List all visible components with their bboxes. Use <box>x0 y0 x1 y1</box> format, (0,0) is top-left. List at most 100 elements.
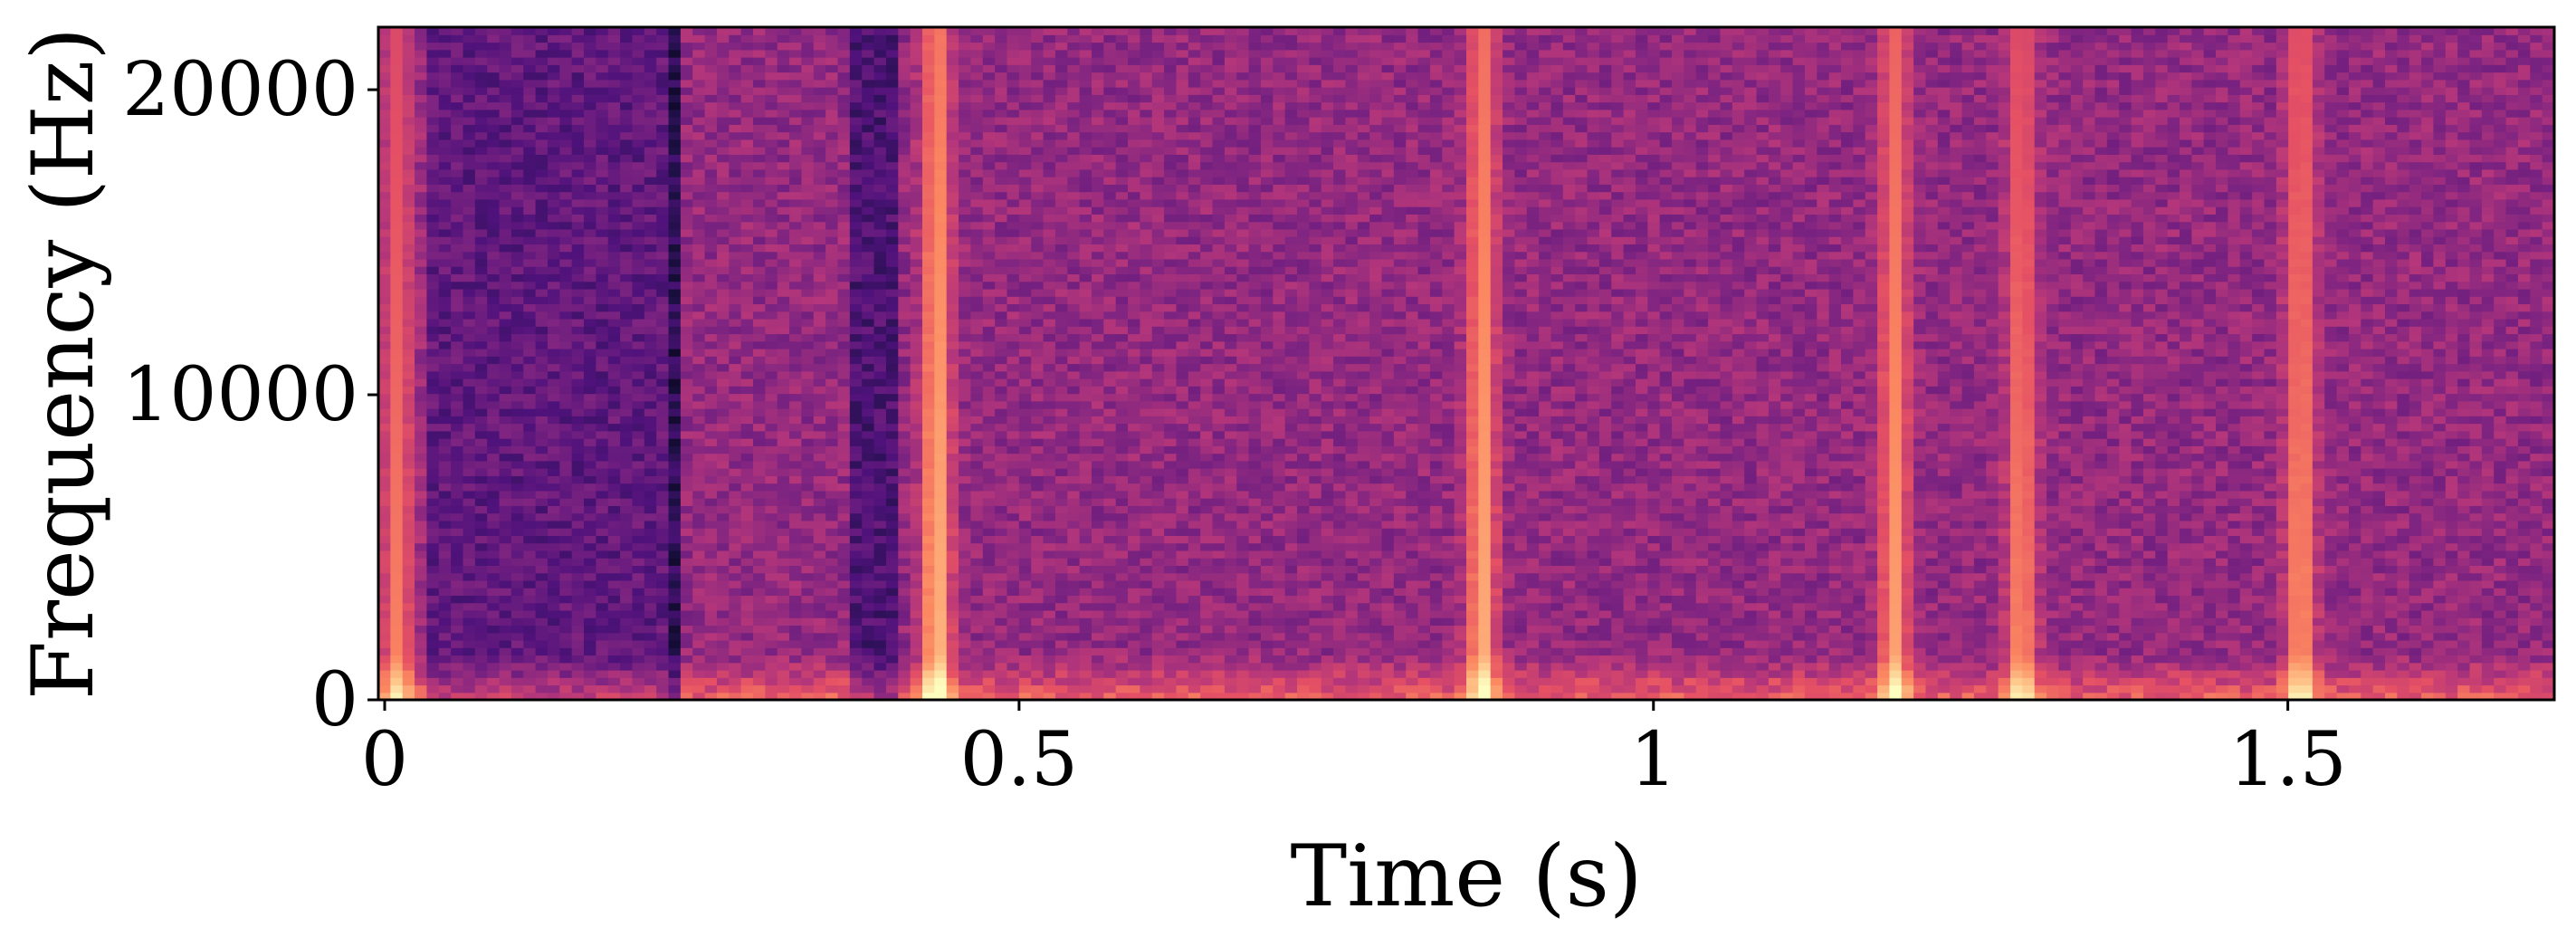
spectrogram-cell <box>668 273 682 282</box>
spectrogram-cell <box>704 303 718 312</box>
spectrogram-cell <box>632 147 645 155</box>
spectrogram-cell <box>1018 669 1032 678</box>
spectrogram-cell <box>402 109 415 118</box>
spectrogram-cell <box>571 177 585 185</box>
spectrogram-cell <box>402 512 415 521</box>
spectrogram-cell <box>523 131 537 140</box>
spectrogram-cell <box>571 258 585 267</box>
spectrogram-cell <box>378 131 391 140</box>
spectrogram-cell <box>680 550 693 559</box>
spectrogram-cell <box>668 445 682 454</box>
spectrogram-cell <box>692 528 706 536</box>
spectrogram-cell <box>704 109 718 118</box>
spectrogram-cell <box>934 572 948 581</box>
spectrogram-cell <box>777 512 790 521</box>
spectrogram-cell <box>463 333 476 342</box>
spectrogram-cell <box>959 453 972 462</box>
spectrogram-cell <box>547 572 560 581</box>
spectrogram-cell <box>946 266 959 275</box>
spectrogram-cell <box>499 498 512 506</box>
spectrogram-cell <box>813 378 826 387</box>
spectrogram-cell <box>970 639 984 648</box>
spectrogram-cell <box>873 669 887 678</box>
spectrogram-cell <box>415 445 428 454</box>
spectrogram-cell <box>523 617 537 627</box>
spectrogram-cell <box>922 191 935 200</box>
spectrogram-cell <box>753 505 766 514</box>
spectrogram-cell <box>535 191 549 200</box>
spectrogram-cell <box>813 57 826 65</box>
spectrogram-cell <box>426 386 440 395</box>
spectrogram-cell <box>934 400 948 409</box>
spectrogram-cell <box>716 579 730 588</box>
spectrogram-cell <box>813 348 826 357</box>
spectrogram-cell <box>789 326 803 335</box>
spectrogram-cell <box>898 550 911 559</box>
spectrogram-cell <box>535 460 549 469</box>
spectrogram-cell <box>451 692 464 701</box>
spectrogram-cell <box>523 303 537 312</box>
spectrogram-cell <box>390 266 404 275</box>
spectrogram-cell <box>632 57 645 65</box>
spectrogram-cell <box>378 79 391 88</box>
spectrogram-cell <box>789 27 803 35</box>
spectrogram-cell <box>692 542 706 551</box>
spectrogram-cell <box>510 184 524 193</box>
spectrogram-cell <box>959 161 972 170</box>
spectrogram-cell <box>1018 348 1032 357</box>
spectrogram-cell <box>668 318 682 327</box>
spectrogram-cell <box>668 453 682 462</box>
spectrogram-cell <box>535 625 549 634</box>
spectrogram-cell <box>656 236 670 245</box>
spectrogram-cell <box>656 468 670 476</box>
spectrogram-cell <box>559 460 573 469</box>
spectrogram-cell <box>1007 236 1020 245</box>
spectrogram-cell <box>873 602 887 611</box>
spectrogram-cell <box>970 453 984 462</box>
spectrogram-cell <box>680 147 693 155</box>
spectrogram-cell <box>487 57 501 65</box>
spectrogram-cell <box>559 147 573 155</box>
spectrogram-cell <box>740 595 754 604</box>
spectrogram-cell <box>390 57 404 65</box>
spectrogram-cell <box>740 161 754 170</box>
spectrogram-cell <box>620 348 634 357</box>
spectrogram-cell <box>523 281 537 290</box>
spectrogram-cell <box>740 647 754 656</box>
spectrogram-cell <box>777 117 790 125</box>
spectrogram-cell <box>487 528 501 536</box>
spectrogram-cell <box>982 311 996 320</box>
spectrogram-cell <box>571 378 585 387</box>
spectrogram-cell <box>584 266 596 275</box>
spectrogram-cell <box>680 662 693 671</box>
spectrogram-cell <box>451 177 464 185</box>
spectrogram-cell <box>740 288 754 297</box>
spectrogram-cell <box>873 117 887 125</box>
spectrogram-cell <box>716 281 730 290</box>
spectrogram-cell <box>620 483 634 492</box>
spectrogram-cell <box>607 520 621 529</box>
spectrogram-cell <box>885 565 899 574</box>
spectrogram-cell <box>668 617 682 627</box>
spectrogram-cell <box>607 662 621 671</box>
spectrogram-cell <box>402 101 415 110</box>
spectrogram-cell <box>873 370 887 379</box>
spectrogram-cell <box>438 558 452 566</box>
spectrogram-cell <box>837 161 851 170</box>
spectrogram-cell <box>523 154 537 163</box>
spectrogram-cell <box>499 109 512 118</box>
spectrogram-cell <box>873 400 887 409</box>
spectrogram-cell <box>415 602 428 611</box>
spectrogram-cell <box>474 386 488 395</box>
spectrogram-cell <box>934 677 948 686</box>
spectrogram-cell <box>571 348 585 357</box>
spectrogram-cell <box>1018 595 1032 604</box>
spectrogram-cell <box>873 288 887 297</box>
spectrogram-cell <box>982 139 996 148</box>
spectrogram-cell <box>426 400 440 409</box>
spectrogram-cell <box>849 512 863 521</box>
spectrogram-cell <box>487 498 501 506</box>
spectrogram-cell <box>547 184 560 193</box>
spectrogram-cell <box>729 617 742 627</box>
spectrogram-cell <box>898 453 911 462</box>
